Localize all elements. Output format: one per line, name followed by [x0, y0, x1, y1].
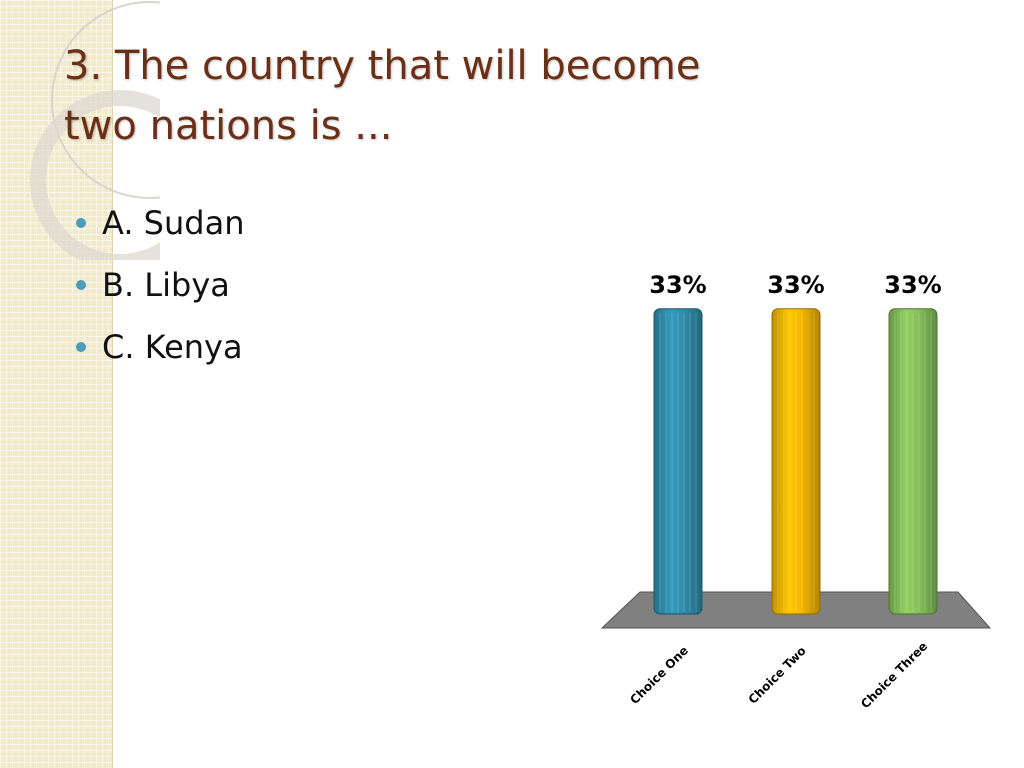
category-label-3: Choice Three	[858, 639, 930, 711]
title-line-2: two nations is ...	[64, 103, 393, 149]
bullet-icon	[76, 342, 86, 352]
data-label-3: 33%	[884, 271, 941, 299]
bullet-icon	[76, 280, 86, 290]
decorative-rings	[30, 1, 160, 260]
chart-bar-3	[888, 308, 938, 615]
choice-item-a: A. Sudan	[76, 192, 244, 254]
slide-title: 3. The country that will become two nati…	[64, 36, 824, 156]
data-label-2: 33%	[767, 271, 824, 299]
choice-label: A. Sudan	[102, 204, 245, 242]
data-label-1: 33%	[649, 271, 706, 299]
title-line-1: 3. The country that will become	[64, 43, 701, 89]
choice-item-c: C. Kenya	[76, 316, 244, 378]
bullet-icon	[76, 218, 86, 228]
choice-label: B. Libya	[102, 266, 230, 304]
chart-bar-1	[653, 308, 703, 615]
category-label-1: Choice One	[627, 643, 691, 707]
choice-list: A. Sudan B. Libya C. Kenya	[76, 192, 244, 378]
category-label-2: Choice Two	[746, 644, 809, 707]
chart-bar-2	[771, 308, 821, 615]
chart-bars	[653, 308, 938, 615]
choice-label: C. Kenya	[102, 328, 243, 366]
choice-item-b: B. Libya	[76, 254, 244, 316]
